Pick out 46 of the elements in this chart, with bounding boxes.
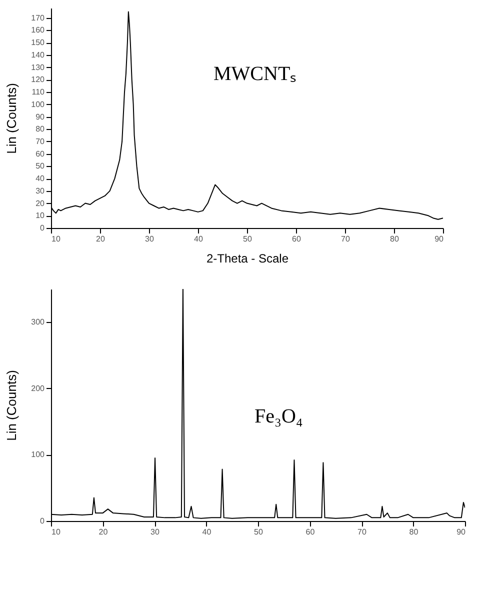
- y-tick-label: 50: [36, 162, 46, 171]
- x-tick-label: 60: [292, 234, 302, 244]
- y-tick-label: 160: [31, 26, 46, 35]
- x-axis-title: 2-Theta - Scale: [206, 252, 289, 266]
- x-tick-label: 40: [202, 528, 212, 536]
- y-tick-label: 0: [40, 516, 46, 526]
- y-tick-label: 70: [36, 136, 46, 146]
- y-tick-label: 60: [36, 149, 46, 158]
- y-tick-label: 100: [31, 100, 46, 109]
- y-tick-label: 80: [36, 124, 46, 134]
- x-tick-label: 90: [456, 528, 466, 536]
- x-tick-label: 50: [254, 528, 264, 536]
- annotation: Fe₃O₄: [254, 406, 303, 428]
- x-tick-label: 70: [341, 234, 350, 244]
- y-tick-label: 20: [36, 198, 46, 208]
- y-tick-label: 200: [31, 384, 46, 393]
- y-axis-title: Lin (Counts): [4, 83, 20, 154]
- y-tick-label: 140: [31, 50, 46, 60]
- x-tick-label: 20: [96, 234, 106, 244]
- y-tick-label: 0: [40, 224, 46, 232]
- y-tick-label: 110: [32, 88, 46, 97]
- x-tick-label: 90: [434, 234, 444, 244]
- y-tick-label: 40: [36, 174, 46, 184]
- x-tick-label: 70: [358, 528, 367, 536]
- x-tick-label: 10: [52, 528, 61, 536]
- x-tick-label: 80: [390, 234, 400, 244]
- y-tick-label: 300: [31, 318, 46, 327]
- y-axis-title: Lin (Counts): [4, 370, 20, 441]
- x-tick-label: 10: [52, 234, 61, 244]
- line-series: [51, 289, 465, 519]
- x-tick-label: 50: [243, 234, 252, 244]
- y-tick-label: 90: [36, 112, 46, 122]
- x-tick-label: 40: [194, 234, 204, 244]
- y-tick-label: 120: [31, 75, 46, 84]
- y-tick-label: 10: [36, 211, 46, 220]
- x-tick-label: 60: [306, 528, 316, 536]
- y-tick-label: 100: [31, 450, 46, 460]
- annotation: MWCNTₛ: [214, 63, 296, 85]
- y-tick-label: 150: [31, 38, 46, 48]
- y-tick-label: 30: [36, 186, 46, 196]
- y-tick-label: 130: [31, 62, 46, 72]
- x-tick-label: 30: [145, 234, 154, 244]
- x-tick-label: 80: [409, 528, 419, 536]
- x-tick-label: 30: [150, 528, 160, 536]
- y-tick-label: 170: [31, 13, 46, 22]
- x-tick-label: 20: [98, 528, 108, 536]
